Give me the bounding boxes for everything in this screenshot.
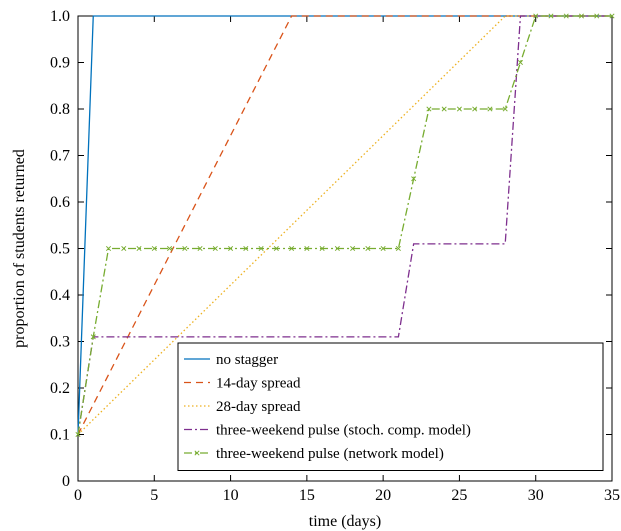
data-point	[105, 245, 112, 252]
series-layer	[75, 13, 615, 438]
legend-box	[177, 342, 604, 471]
series-2	[77, 15, 612, 435]
data-point	[273, 245, 279, 252]
data-point	[578, 13, 585, 19]
data-point	[548, 13, 554, 19]
axis-ticks: 0 5 10 15 20 25 30 35 0 0.1 0.2 0.3 0.4 0.5 0.6 0.7 0.8 0…	[50, 8, 620, 504]
legend-label: 28-day spread	[216, 399, 301, 415]
data-point	[75, 431, 81, 438]
data-point	[136, 245, 142, 252]
data-point	[395, 245, 401, 252]
y-tick-label: 0.7	[50, 148, 70, 165]
data-point	[212, 245, 218, 252]
data-point	[609, 13, 615, 19]
legend-label: 14-day spread	[216, 376, 301, 392]
legend-label: no stagger	[216, 352, 278, 368]
y-tick-label: 0	[62, 473, 70, 490]
data-point	[350, 245, 356, 252]
x-tick-label: 30	[528, 487, 544, 504]
y-tick-label: 0.6	[50, 194, 70, 211]
data-point	[197, 245, 203, 252]
data-point	[594, 13, 600, 19]
data-point	[533, 13, 539, 19]
legend-label: three-weekend pulse (stoch. comp. model)	[216, 423, 471, 439]
legend-item: three-weekend pulse (network model)	[184, 446, 444, 462]
x-tick-label: 0	[74, 487, 82, 504]
y-tick-label: 0.3	[50, 334, 70, 351]
y-tick-label: 0.5	[50, 241, 70, 258]
legend: no stagger 14-day spread 28-day spread thre…	[177, 342, 604, 471]
legend-marker	[194, 450, 200, 456]
x-tick-label: 10	[223, 487, 239, 504]
series-5	[75, 13, 615, 438]
data-point	[243, 245, 249, 252]
data-point	[456, 106, 462, 112]
x-tick-label: 20	[375, 487, 391, 504]
data-point	[441, 106, 447, 112]
x-tick-label: 25	[451, 487, 467, 504]
data-point	[517, 59, 524, 66]
y-tick-label: 0.2	[50, 380, 70, 397]
data-point	[563, 13, 569, 19]
data-point	[90, 334, 96, 340]
y-tick-label: 0.4	[50, 287, 70, 304]
legend-item: no stagger	[184, 352, 278, 368]
data-point	[380, 245, 386, 252]
data-point	[304, 245, 310, 252]
data-point	[365, 245, 371, 252]
data-point	[258, 245, 264, 252]
x-tick-label: 5	[150, 487, 158, 504]
data-point	[502, 106, 508, 112]
data-point	[411, 176, 417, 182]
x-tick-label: 35	[604, 487, 620, 504]
data-point	[228, 245, 234, 252]
series-line	[77, 15, 612, 435]
data-point	[289, 245, 295, 252]
legend-item: 28-day spread	[184, 399, 301, 415]
x-axis-title: time (days)	[309, 513, 381, 530]
data-point	[319, 245, 325, 252]
legend-item: three-weekend pulse (stoch. comp. model)	[184, 423, 471, 439]
y-tick-label: 0.1	[50, 427, 70, 444]
y-tick-label: 1.0	[50, 8, 70, 25]
y-tick-label: 0.8	[50, 101, 70, 118]
data-point	[182, 245, 188, 252]
data-point	[472, 106, 478, 112]
data-point	[166, 245, 173, 252]
data-point	[487, 106, 493, 112]
data-point	[121, 245, 127, 252]
legend-item: 14-day spread	[184, 376, 301, 392]
data-point	[426, 106, 432, 112]
y-axis-title: proportion of students returned	[11, 149, 28, 348]
x-tick-label: 15	[299, 487, 315, 504]
legend-label: three-weekend pulse (network model)	[216, 446, 444, 462]
data-point	[334, 245, 340, 252]
data-point	[151, 245, 157, 252]
y-tick-label: 0.9	[50, 55, 70, 72]
series-line	[77, 15, 612, 435]
